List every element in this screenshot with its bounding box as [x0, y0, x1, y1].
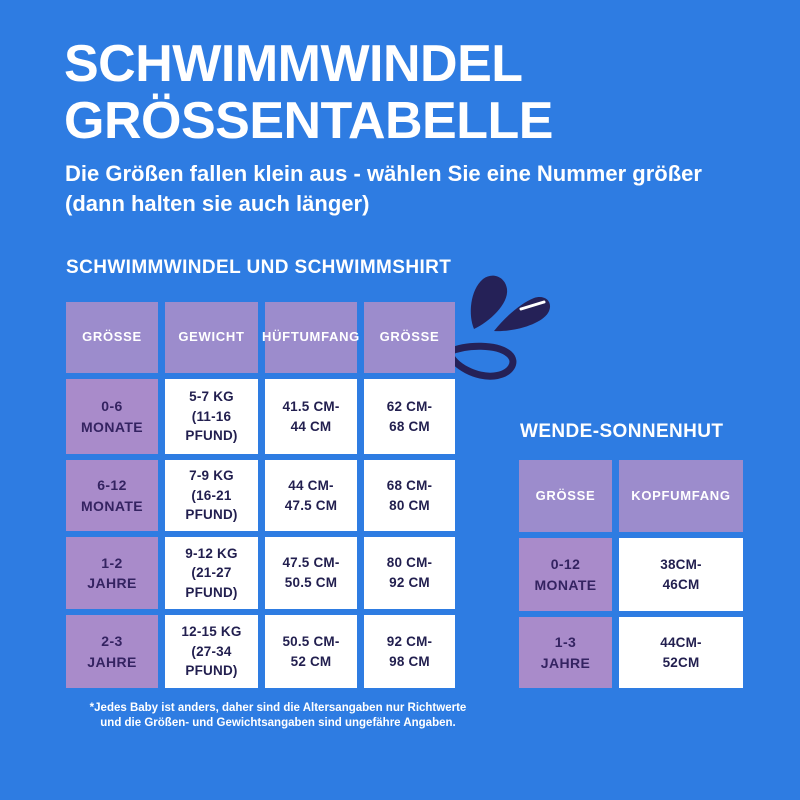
page-subtitle: Die Größen fallen klein aus - wählen Sie…: [65, 159, 702, 219]
cell-line: 68 CM: [389, 418, 430, 434]
cell-line: 0-6: [101, 398, 123, 415]
main-col-header-size: GRÖSSE: [364, 302, 455, 373]
main-row1-size-cell: 62 CM- 68 CM: [364, 379, 455, 454]
cell-line: 44 CM-: [288, 477, 334, 493]
main-col-header-size-age: GRÖSSE: [66, 302, 158, 373]
main-row2-hip-cell: 44 CM- 47.5 CM: [265, 460, 357, 531]
page-title-line2: GRÖSSENTABELLE: [64, 92, 553, 150]
main-col-header-weight: GEWICHT: [165, 302, 258, 373]
splash-drop-loop: [445, 342, 517, 380]
main-row3-age-cell: 1-2 JAHRE: [66, 537, 158, 609]
hat-row2-age-cell: 1-3 JAHRE: [519, 617, 612, 688]
cell-line: (21-27 PFUND): [185, 565, 238, 600]
cell-line: (11-16 PFUND): [185, 408, 238, 444]
hat-table-title: WENDE-SONNENHUT: [520, 421, 724, 442]
cell-line: 1-3: [554, 634, 577, 651]
main-table-title: SCHWIMMWINDEL UND SCHWIMMSHIRT: [66, 257, 452, 278]
cell-line: JAHRE: [87, 575, 137, 591]
main-row3-weight-cell: 9-12 KG (21-27 PFUND): [165, 537, 258, 609]
cell-line: 7-9 KG: [189, 468, 234, 484]
main-row4-age-cell: 2-3 JAHRE: [66, 615, 158, 688]
main-row1-age-cell: 0-6 MONATE: [66, 379, 158, 454]
cell-line: 0-12: [550, 556, 581, 573]
cell-line: 38CM-: [660, 556, 702, 572]
cell-line: 98 CM: [389, 653, 430, 669]
water-splash-icon: [445, 275, 551, 380]
hat-row1-age-cell: 0-12 MONATE: [519, 538, 612, 611]
cell-line: 12-15 KG: [181, 624, 242, 640]
main-row3-hip-cell: 47.5 CM- 50.5 CM: [265, 537, 357, 609]
cell-line: MONATE: [80, 418, 144, 435]
main-row4-weight-cell: 12-15 KG (27-34 PFUND): [165, 615, 258, 688]
cell-line: 80 CM: [389, 497, 430, 513]
cell-line: 44CM-: [660, 634, 702, 650]
main-row1-hip-cell: 41.5 CM- 44 CM: [265, 379, 357, 454]
cell-line: 46CM: [662, 576, 700, 592]
cell-line: 62 CM-: [386, 398, 433, 414]
splash-drop-top: [470, 275, 508, 329]
hat-row2-head-cell: 44CM- 52CM: [619, 617, 743, 688]
cell-line: 2-3: [101, 633, 123, 650]
sun-hat-size-table: GRÖSSE KOPFUMFANG 0-12 MONATE 38CM- 46CM…: [519, 460, 743, 688]
main-row2-weight-cell: 7-9 KG (16-21 PFUND): [165, 460, 258, 531]
cell-line: 47.5 CM-: [282, 555, 340, 571]
cell-line: 5-7 KG: [189, 389, 234, 405]
main-row4-size-cell: 92 CM- 98 CM: [364, 615, 455, 688]
cell-line: 6-12: [97, 477, 127, 494]
cell-line: MONATE: [80, 497, 144, 514]
swim-diaper-size-table: GRÖSSE GEWICHT HÜFTUMFANG GRÖSSE 0-6 MON…: [66, 302, 455, 688]
cell-line: 92 CM-: [386, 633, 433, 649]
page-title-line1: SCHWIMMWINDEL: [64, 35, 523, 93]
hat-col-header-size: GRÖSSE: [519, 460, 612, 532]
main-row1-weight-cell: 5-7 KG (11-16 PFUND): [165, 379, 258, 454]
cell-line: MONATE: [534, 576, 597, 593]
page-title: SCHWIMMWINDEL GRÖSSENTABELLE: [64, 36, 553, 150]
cell-line: (27-34 PFUND): [185, 643, 238, 679]
cell-line: 44 CM: [290, 418, 332, 434]
cell-line: 52 CM: [290, 653, 332, 669]
cell-line: (16-21 PFUND): [185, 487, 238, 523]
hat-row1-head-cell: 38CM- 46CM: [619, 538, 743, 611]
cell-line: JAHRE: [540, 654, 591, 671]
cell-line: 41.5 CM-: [282, 398, 340, 414]
splash-drop-highlight: [519, 300, 546, 311]
footnote: *Jedes Baby ist anders, daher sind die A…: [78, 701, 478, 730]
cell-line: 1-2: [101, 554, 123, 571]
cell-line: 50.5 CM-: [282, 633, 340, 649]
main-row4-hip-cell: 50.5 CM- 52 CM: [265, 615, 357, 688]
cell-line: 68 CM-: [386, 477, 433, 493]
cell-line: 47.5 CM: [284, 497, 338, 513]
cell-line: 80 CM-: [386, 555, 433, 571]
cell-line: JAHRE: [87, 653, 137, 670]
main-row3-size-cell: 80 CM- 92 CM: [364, 537, 455, 609]
main-row2-size-cell: 68 CM- 80 CM: [364, 460, 455, 531]
cell-line: 92 CM: [389, 575, 430, 590]
cell-line: 52CM: [662, 654, 700, 670]
cell-line: 9-12 KG: [185, 545, 238, 561]
page-subtitle-line2: (dann halten sie auch länger): [65, 191, 370, 216]
footnote-line2: und die Größen- und Gewichtsangaben sind…: [100, 716, 456, 729]
footnote-line1: *Jedes Baby ist anders, daher sind die A…: [89, 702, 467, 714]
main-col-header-hip: HÜFTUMFANG: [262, 302, 359, 373]
hat-col-header-head: KOPFUMFANG: [619, 460, 743, 532]
page-subtitle-line1: Die Größen fallen klein aus - wählen Sie…: [65, 161, 702, 186]
cell-line: 50.5 CM: [284, 575, 338, 590]
main-row2-age-cell: 6-12 MONATE: [66, 460, 158, 531]
